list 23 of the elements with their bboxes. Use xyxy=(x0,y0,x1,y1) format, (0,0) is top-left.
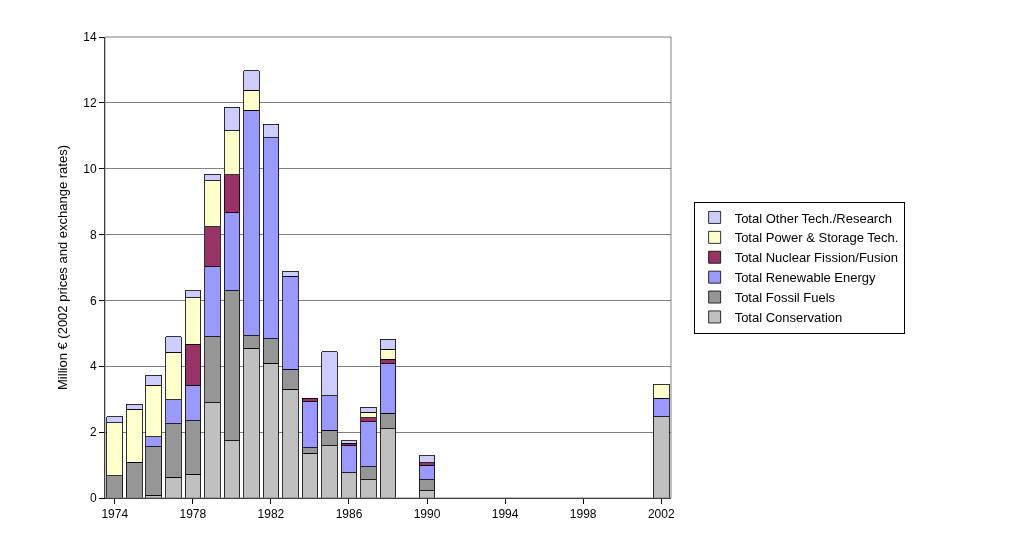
x-tick-label: 1998 xyxy=(569,507,597,522)
legend-label: Total Other Tech./Research xyxy=(734,210,892,226)
legend-label: Total Conservation xyxy=(734,310,843,326)
x-tick-label: 1990 xyxy=(413,507,441,522)
legend-label: Total Renewable Energy xyxy=(734,270,877,286)
y-axis-title: Million € (2002 prices and exchange rates) xyxy=(55,145,71,390)
y-tick-label: 2 xyxy=(89,425,97,440)
y-tick-label: 10 xyxy=(83,161,97,176)
x-tick-label: 1994 xyxy=(491,507,519,522)
x-tick-label: 1974 xyxy=(101,507,129,522)
y-tick-label: 6 xyxy=(89,293,97,308)
legend-label: Total Fossil Fuels xyxy=(734,290,836,306)
x-tick-label: 2002 xyxy=(647,507,675,522)
y-tick-label: 14 xyxy=(83,30,97,45)
x-tick-label: 1982 xyxy=(257,507,285,522)
y-tick-label: 0 xyxy=(89,491,97,506)
x-tick-label: 1978 xyxy=(179,507,207,522)
y-tick-label: 8 xyxy=(89,227,97,242)
x-tick-label: 1986 xyxy=(335,507,363,522)
y-tick-label: 4 xyxy=(89,359,97,374)
legend-label: Total Nuclear Fission/Fusion xyxy=(734,250,898,266)
y-tick-label: 12 xyxy=(83,96,97,111)
legend-label: Total Power & Storage Tech. xyxy=(734,230,899,246)
